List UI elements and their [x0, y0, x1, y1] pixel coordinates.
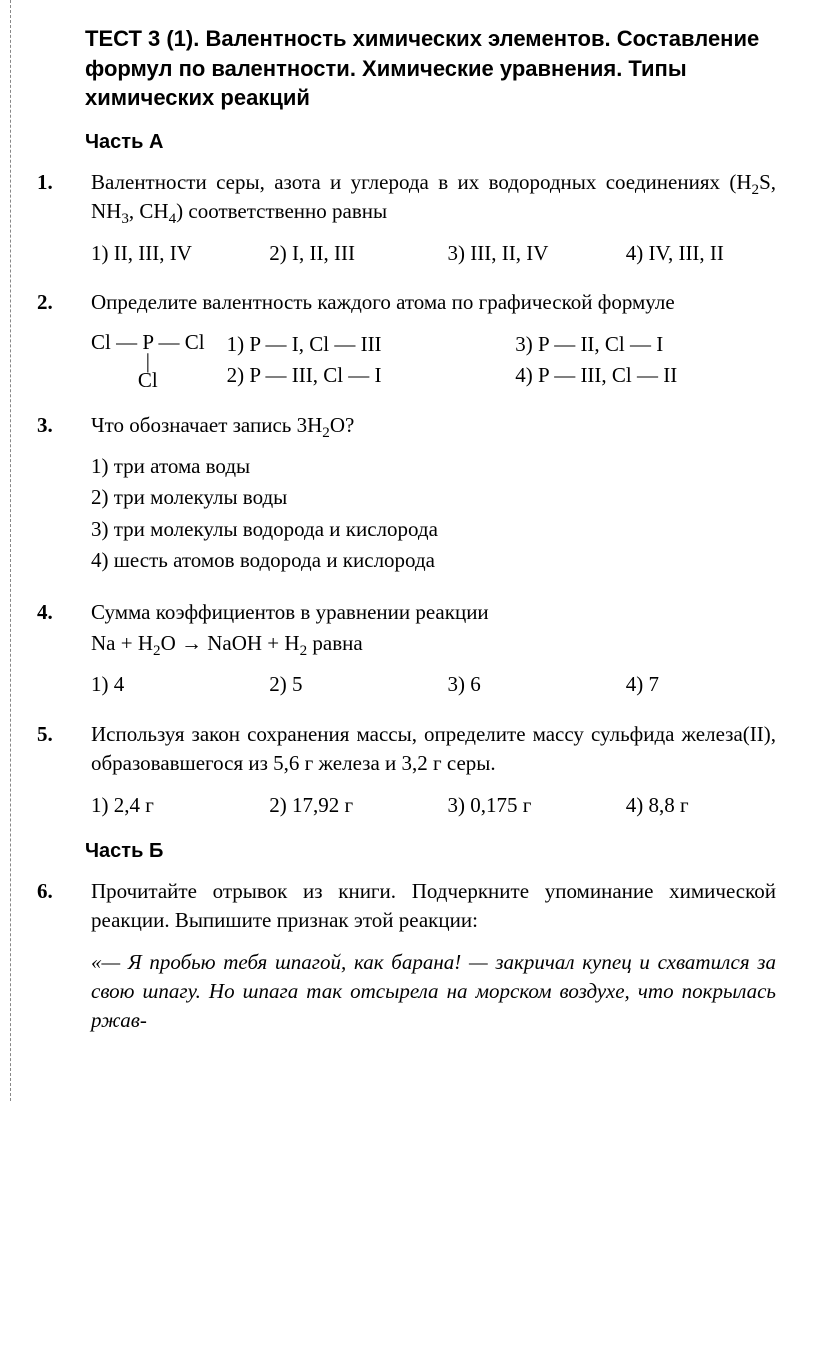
option-4: 4) 8,8 г: [626, 791, 776, 820]
stem-text: , CH: [129, 199, 169, 223]
option-1: 1) три атома воды: [91, 452, 776, 481]
option-4: 4) шесть атомов водорода и кислорода: [91, 546, 776, 575]
options-row: 1) II, III, IV 2) I, II, III 3) III, II,…: [91, 239, 776, 268]
options-column: 1) три атома воды 2) три молекулы воды 3…: [91, 452, 776, 576]
option-4: 4) 7: [626, 670, 776, 699]
options-row: 1) 2,4 г 2) 17,92 г 3) 0,175 г 4) 8,8 г: [91, 791, 776, 820]
question-3: 3. Что обозначает запись 3H2O? 1) три ат…: [31, 411, 776, 578]
option-1: 1) II, III, IV: [91, 239, 241, 268]
stem-text: Что обозначает запись 3H: [91, 413, 322, 437]
option-2: 2) P — III, Cl — I: [227, 361, 488, 390]
page: ТЕСТ 3 (1). Валентность химических элеме…: [10, 0, 816, 1101]
question-body: Используя закон сохранения массы, опреде…: [91, 720, 776, 820]
option-3: 3) P — II, Cl — I: [515, 330, 776, 359]
question-number: 2.: [31, 288, 91, 390]
question-stem: Прочитайте отрывок из книги. Подчеркните…: [91, 877, 776, 936]
question-5: 5. Используя закон сохранения массы, опр…: [31, 720, 776, 820]
question-number: 1.: [31, 168, 91, 268]
question-stem: Определите валентность каждого атома по …: [91, 288, 776, 317]
structural-formula: Cl — P — Cl | Cl: [91, 330, 205, 391]
option-2: 2) три молекулы воды: [91, 483, 776, 512]
option-3: 3) 0,175 г: [448, 791, 598, 820]
question-4: 4. Сумма коэффициентов в уравнении реакц…: [31, 598, 776, 700]
option-2: 2) I, II, III: [269, 239, 419, 268]
question-6: 6. Прочитайте отрывок из книги. Подчеркн…: [31, 877, 776, 1057]
stem-text: ) соответственно равны: [176, 199, 387, 223]
subscript: 2: [300, 643, 308, 659]
question-body: Что обозначает запись 3H2O? 1) три атома…: [91, 411, 776, 578]
question-stem: Валентности серы, азота и углерода в их …: [91, 168, 776, 227]
question-number: 3.: [31, 411, 91, 578]
question-stem: Что обозначает запись 3H2O?: [91, 411, 776, 440]
subscript: 2: [752, 182, 760, 198]
question-body: Сумма коэффициентов в уравнении реакции …: [91, 598, 776, 700]
option-3: 3) три молекулы водорода и кислорода: [91, 515, 776, 544]
question-number: 4.: [31, 598, 91, 700]
question-1: 1. Валентности серы, азота и углерода в …: [31, 168, 776, 268]
eq-text: O → NaOH + H: [161, 631, 300, 655]
option-4: 4) IV, III, II: [626, 239, 776, 268]
book-quote: «— Я пробью тебя шпагой, как барана! — з…: [91, 948, 776, 1036]
option-3: 3) 6: [448, 670, 598, 699]
part-a-heading: Часть А: [85, 131, 776, 154]
question-2: 2. Определите валентность каждого атома …: [31, 288, 776, 390]
question-body: Валентности серы, азота и углерода в их …: [91, 168, 776, 268]
options-row: 1) 4 2) 5 3) 6 4) 7: [91, 670, 776, 699]
option-1: 1) P — I, Cl — III: [227, 330, 488, 359]
question-number: 6.: [31, 877, 91, 1057]
struct-line: Cl: [91, 370, 205, 391]
equation-line: Na + H2O → NaOH + H2 равна: [91, 629, 776, 658]
stem-text: Валентности серы, азота и углерода в их …: [91, 170, 752, 194]
subscript: 2: [153, 643, 161, 659]
stem-text: O?: [330, 413, 355, 437]
part-b-heading: Часть Б: [85, 840, 776, 863]
option-4: 4) P — III, Cl — II: [515, 361, 776, 390]
eq-text: равна: [307, 631, 363, 655]
question-body: Определите валентность каждого атома по …: [91, 288, 776, 390]
options-grid: 1) P — I, Cl — III 3) P — II, Cl — I 2) …: [227, 330, 776, 391]
option-3: 3) III, II, IV: [448, 239, 598, 268]
subscript: 2: [322, 425, 330, 441]
question-number: 5.: [31, 720, 91, 820]
option-1: 1) 4: [91, 670, 241, 699]
question-body: Прочитайте отрывок из книги. Подчеркните…: [91, 877, 776, 1057]
structure-and-options: Cl — P — Cl | Cl 1) P — I, Cl — III 3) P…: [91, 330, 776, 391]
option-1: 1) 2,4 г: [91, 791, 241, 820]
option-2: 2) 17,92 г: [269, 791, 419, 820]
test-title: ТЕСТ 3 (1). Валентность химических элеме…: [85, 24, 776, 113]
question-stem: Сумма коэффициентов в уравнении реакции: [91, 598, 776, 627]
subscript: 3: [121, 212, 129, 228]
option-2: 2) 5: [269, 670, 419, 699]
question-stem: Используя закон сохранения массы, опреде…: [91, 720, 776, 779]
eq-text: Na + H: [91, 631, 153, 655]
